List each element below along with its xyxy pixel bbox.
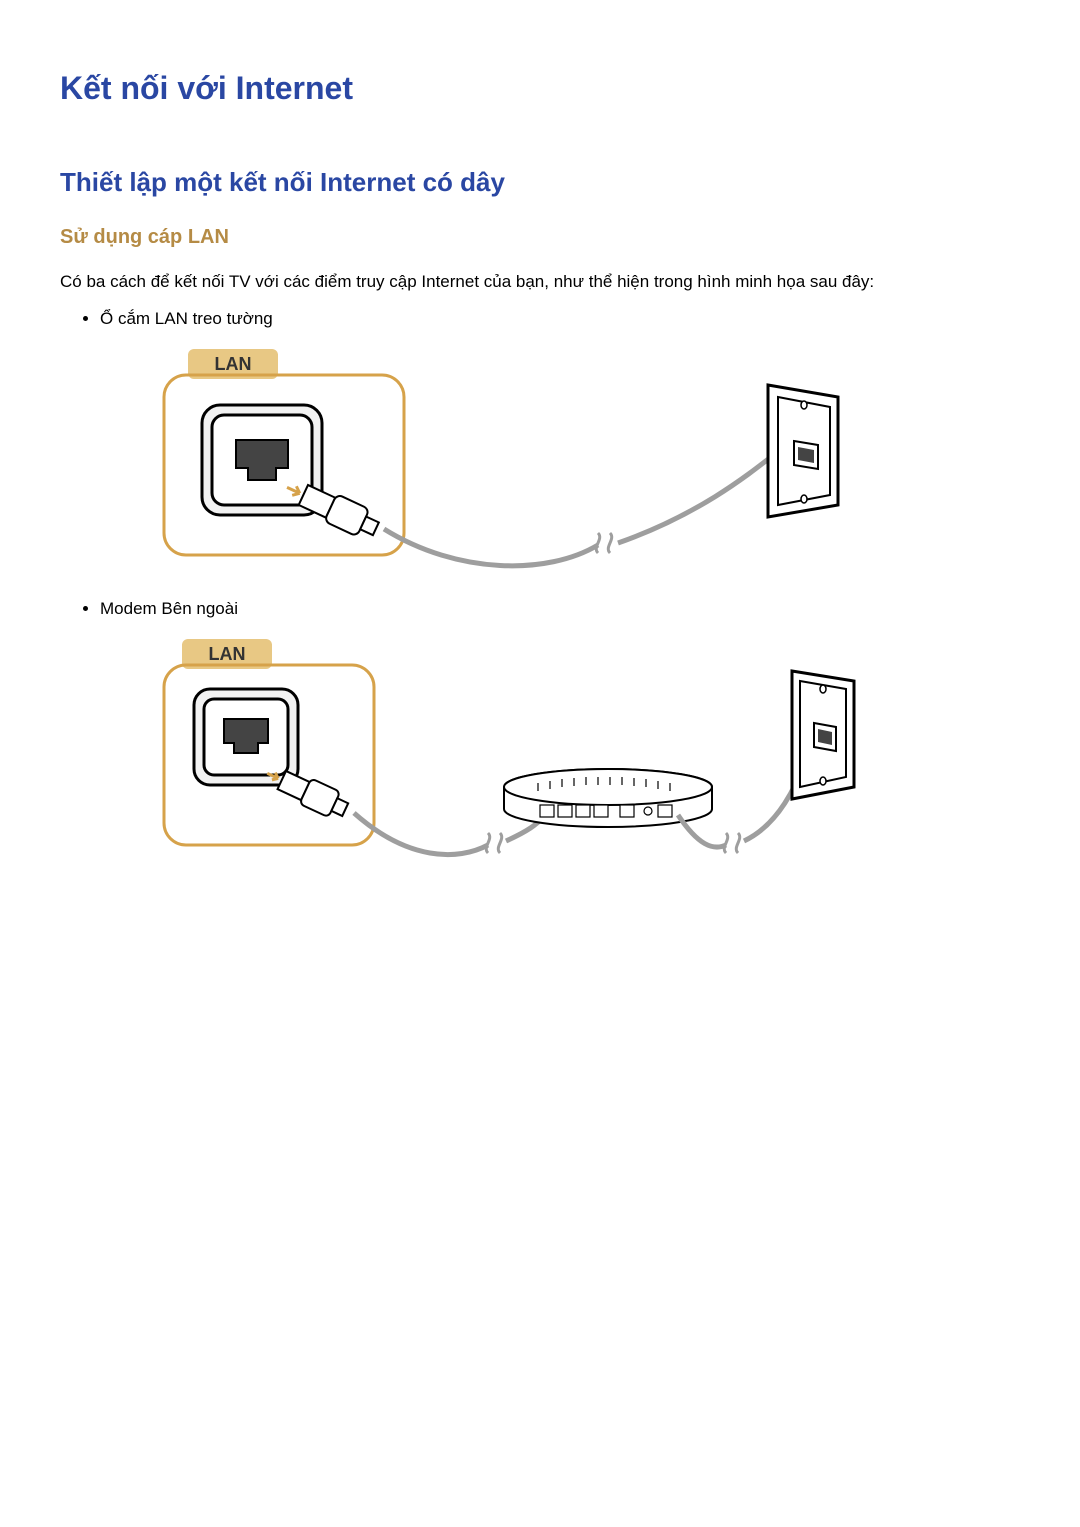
svg-text:LAN: LAN	[209, 644, 246, 664]
cable-path	[384, 529, 598, 566]
list-item: Modem Bên ngoài LAN	[100, 599, 1020, 875]
method-list: Ổ cắm LAN treo tường LAN	[100, 309, 1020, 875]
item-label: Ổ cắm LAN treo tường	[100, 309, 273, 328]
item-label: Modem Bên ngoài	[100, 599, 238, 618]
wall-outlet-icon	[792, 671, 854, 799]
diagram-container: LAN	[158, 345, 1020, 575]
subsection-heading: Sử dụng cáp LAN	[60, 226, 1020, 249]
intro-paragraph: Có ba cách để kết nối TV với các điểm tr…	[60, 269, 1020, 295]
cable-break-icon	[596, 533, 611, 553]
wall-outlet-icon	[768, 385, 838, 517]
page-title: Kết nối với Internet	[60, 70, 1020, 107]
cable-break-icon	[486, 833, 501, 853]
cable-path-2	[618, 453, 776, 543]
page-container: Kết nối với Internet Thiết lập một kết n…	[0, 0, 1080, 959]
cable-break-icon	[724, 833, 739, 853]
diagram-container: LAN	[158, 635, 1020, 875]
diagram-lan-modem: LAN	[158, 635, 878, 875]
svg-text:LAN: LAN	[215, 354, 252, 374]
lan-jack-icon	[194, 689, 298, 785]
section-subtitle: Thiết lập một kết nối Internet có dây	[60, 167, 1020, 198]
diagram-lan-wall: LAN	[158, 345, 878, 575]
list-item: Ổ cắm LAN treo tường LAN	[100, 309, 1020, 575]
